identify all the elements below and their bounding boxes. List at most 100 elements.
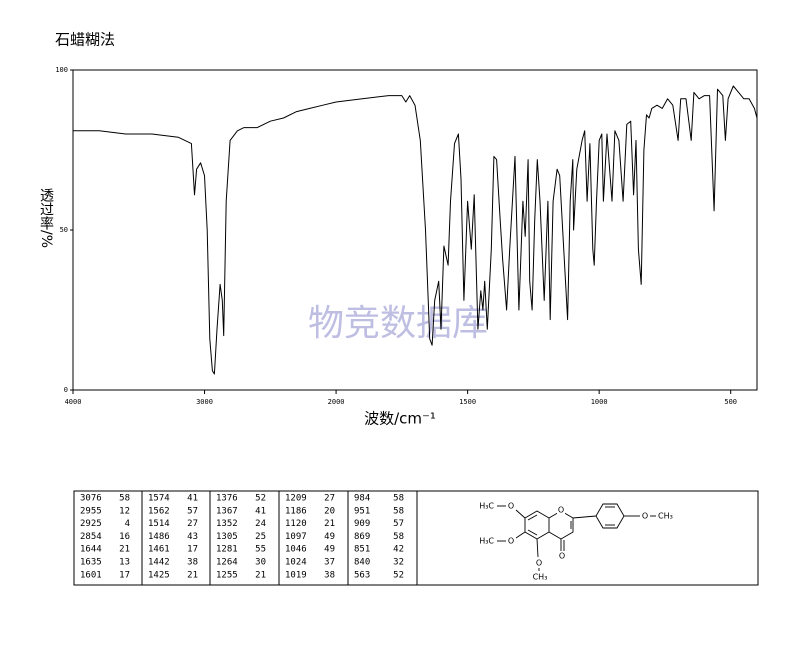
wavenumber-cell: 1644 xyxy=(80,545,102,555)
atom-label: H₃C xyxy=(479,537,494,546)
bond xyxy=(527,529,538,536)
table-frame xyxy=(73,490,759,586)
transmittance-cell: 4 xyxy=(125,519,130,529)
y-tick-label: 50 xyxy=(60,226,68,234)
transmittance-cell: 17 xyxy=(187,545,198,555)
transmittance-cell: 49 xyxy=(324,545,335,555)
atom-label: O xyxy=(642,512,648,521)
wavenumber-cell: 1442 xyxy=(148,558,170,568)
bond xyxy=(536,538,539,558)
transmittance-cell: 21 xyxy=(255,570,266,580)
y-axis-label: 透过率/% xyxy=(38,188,54,248)
transmittance-cell: 27 xyxy=(187,519,198,529)
wavenumber-cell: 2925 xyxy=(80,519,102,529)
wavenumber-cell: 1024 xyxy=(285,558,307,568)
wavenumber-cell: 1562 xyxy=(148,506,170,516)
bond xyxy=(572,515,597,519)
wavenumber-cell: 2854 xyxy=(80,532,102,542)
transmittance-cell: 27 xyxy=(324,494,335,504)
transmittance-cell: 20 xyxy=(324,506,335,516)
transmittance-cell: 52 xyxy=(393,570,404,580)
transmittance-cell: 38 xyxy=(187,558,198,568)
transmittance-cell: 43 xyxy=(187,532,198,542)
wavenumber-cell: 1514 xyxy=(148,519,170,529)
wavenumber-cell: 1209 xyxy=(285,494,307,504)
transmittance-cell: 21 xyxy=(119,545,130,555)
transmittance-cell: 57 xyxy=(393,519,404,529)
x-axis-label: 波数/cm⁻¹ xyxy=(364,410,436,428)
wavenumber-cell: 984 xyxy=(354,494,370,504)
transmittance-cell: 58 xyxy=(393,506,404,516)
transmittance-cell: 55 xyxy=(255,545,266,555)
wavenumber-cell: 2955 xyxy=(80,506,102,516)
bond xyxy=(515,531,526,539)
transmittance-cell: 17 xyxy=(119,570,130,580)
x-tick-label: 2000 xyxy=(328,398,345,406)
transmittance-cell: 57 xyxy=(187,506,198,516)
wavenumber-cell: 1186 xyxy=(285,506,307,516)
atom-label: O xyxy=(558,506,564,515)
transmittance-cell: 30 xyxy=(255,558,266,568)
transmittance-cell: 16 xyxy=(119,532,130,542)
bond xyxy=(527,514,538,521)
wavenumber-cell: 1046 xyxy=(285,545,307,555)
transmittance-cell: 24 xyxy=(255,519,266,529)
wavenumber-cell: 909 xyxy=(354,519,370,529)
wavenumber-cell: 1255 xyxy=(216,570,238,580)
y-tick-label: 100 xyxy=(55,66,68,74)
transmittance-cell: 41 xyxy=(255,506,266,516)
wavenumber-cell: 840 xyxy=(354,558,370,568)
transmittance-cell: 58 xyxy=(393,532,404,542)
transmittance-cell: 41 xyxy=(187,494,198,504)
atom-label: O xyxy=(508,502,514,511)
wavenumber-cell: 1486 xyxy=(148,532,170,542)
transmittance-cell: 52 xyxy=(255,494,266,504)
x-tick-label: 4000 xyxy=(65,398,82,406)
wavenumber-cell: 1120 xyxy=(285,519,307,529)
x-tick-label: 1500 xyxy=(459,398,476,406)
peak-table: 3076 58 1574 41 1376 52 1209 27 984 58 2955 12 1562 5… xyxy=(73,490,759,586)
wavenumber-cell: 851 xyxy=(354,545,370,555)
transmittance-cell: 58 xyxy=(393,494,404,504)
ring xyxy=(548,510,574,540)
wavenumber-cell: 1367 xyxy=(216,506,238,516)
transmittance-cell: 21 xyxy=(187,570,198,580)
x-tick-label: 3000 xyxy=(196,398,213,406)
x-tick-label: 1000 xyxy=(591,398,608,406)
transmittance-cell: 58 xyxy=(119,494,130,504)
wavenumber-cell: 1097 xyxy=(285,532,307,542)
wavenumber-cell: 869 xyxy=(354,532,370,542)
wavenumber-cell: 1305 xyxy=(216,532,238,542)
ring xyxy=(595,503,625,529)
wavenumber-cell: 1574 xyxy=(148,494,170,504)
wavenumber-cell: 1461 xyxy=(148,545,170,555)
transmittance-cell: 13 xyxy=(119,558,130,568)
wavenumber-cell: 951 xyxy=(354,506,370,516)
wavenumber-cell: 1264 xyxy=(216,558,238,568)
structure xyxy=(497,503,656,571)
wavenumber-cell: 1635 xyxy=(80,558,102,568)
transmittance-cell: 49 xyxy=(324,532,335,542)
transmittance-cell: 32 xyxy=(393,558,404,568)
atom-label: H₃C xyxy=(479,502,494,511)
wavenumber-cell: 3076 xyxy=(80,494,102,504)
wavenumber-cell: 563 xyxy=(354,570,370,580)
y-tick-label: 0 xyxy=(64,386,68,394)
transmittance-cell: 25 xyxy=(255,532,266,542)
watermark: 物竞数据库 xyxy=(308,303,488,344)
spectrum-line xyxy=(73,85,758,375)
transmittance-cell: 21 xyxy=(324,519,335,529)
transmittance-cell: 12 xyxy=(119,506,130,516)
bond xyxy=(515,509,526,519)
atom-label: O xyxy=(536,559,542,568)
label-bg xyxy=(557,506,565,515)
wavenumber-cell: 1425 xyxy=(148,570,170,580)
wavenumber-cell: 1019 xyxy=(285,570,307,580)
chart-title: 石蜡糊法 xyxy=(55,31,115,49)
atom-label: O xyxy=(559,552,565,561)
atom-label: CH₃ xyxy=(533,573,548,582)
wavenumber-cell: 1352 xyxy=(216,519,238,529)
transmittance-cell: 42 xyxy=(393,545,404,555)
wavenumber-cell: 1376 xyxy=(216,494,238,504)
